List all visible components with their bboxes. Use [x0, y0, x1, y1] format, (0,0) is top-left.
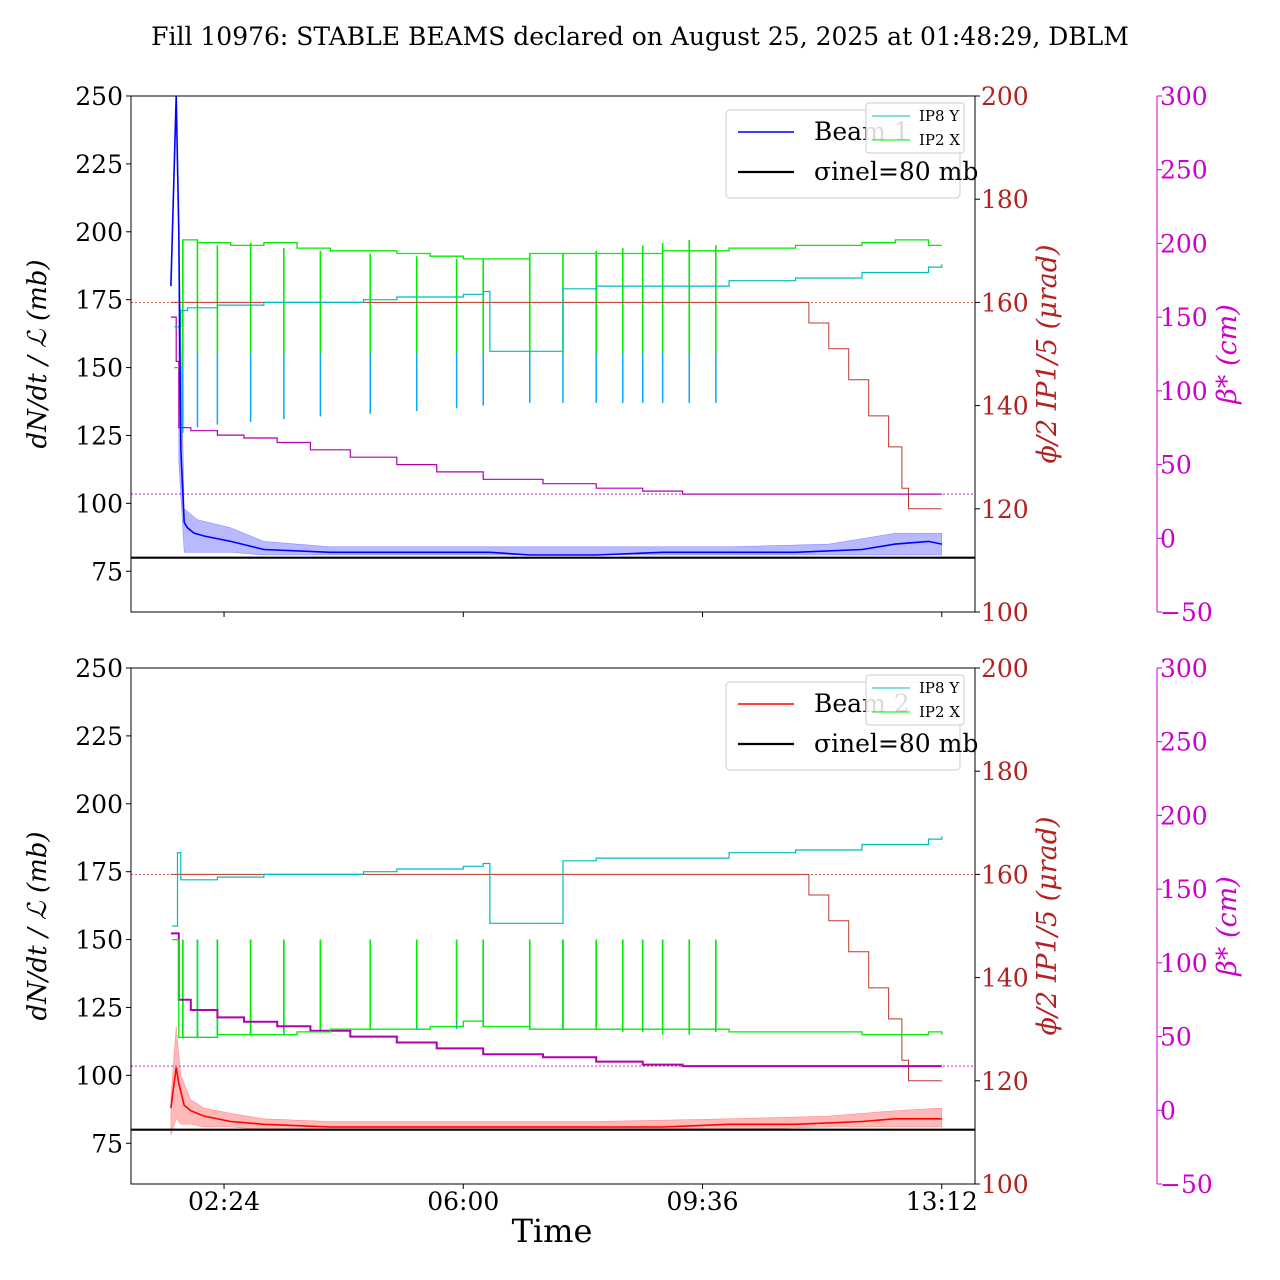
legend-small: IP8 Y IP2 X: [865, 674, 965, 726]
beam-series-line: [170, 96, 942, 556]
legend-sigma-label: σinel=80 mb: [814, 157, 978, 186]
y-tick-label: 250: [75, 82, 123, 111]
y2-axis-label: ϕ/2 IP1/5 (μrad): [1032, 244, 1063, 463]
spike-group: [182, 239, 717, 433]
y-axis-label: dN/dt / ℒ (mb): [23, 259, 53, 448]
panel-beam-2: 75 100 125 150 175 200 225 250 100 120 140 160 180 20…: [23, 654, 1243, 1216]
chart-title: Fill 10976: STABLE BEAMS declared on Aug…: [151, 22, 1129, 51]
y2-tick-label: 160: [981, 288, 1029, 317]
x-tick-label: 13:12: [906, 1187, 978, 1216]
y2-tick-label: 180: [981, 185, 1029, 214]
x-axis-label: Time: [512, 1212, 593, 1250]
y-tick-label: 150: [75, 354, 123, 383]
y3-tick-label: 300: [1160, 654, 1208, 683]
y2-tick-label: 200: [981, 82, 1029, 111]
y3-tick-label: 200: [1160, 801, 1208, 830]
y3-tick-label: 100: [1160, 377, 1208, 406]
y2-tick-label: 100: [981, 598, 1029, 627]
uncertainty-band: [170, 1026, 943, 1136]
y3-tick-label: 200: [1160, 229, 1208, 258]
y2-axis-label-text: ϕ/2 IP1/5 (μrad): [1032, 244, 1063, 463]
x-tick-label: 06:00: [427, 1187, 499, 1216]
y-tick-label: 225: [75, 150, 123, 179]
y-axis-label: dN/dt / ℒ (mb): [23, 831, 53, 1020]
y3-axis-label-text: β* (cm): [1212, 304, 1243, 404]
y3-tick-label: −50: [1160, 598, 1213, 627]
y3-tick-label: 150: [1160, 875, 1208, 904]
y-tick-label: 100: [75, 489, 123, 518]
legend-ip8-label: IP8 Y: [919, 679, 960, 697]
y-tick-label: 75: [91, 557, 123, 586]
legend-small: IP8 Y IP2 X: [865, 102, 965, 154]
y2-tick-label: 160: [981, 860, 1029, 889]
y-tick-label: 250: [75, 654, 123, 683]
y-axis-label-text: dN/dt / ℒ (mb): [23, 259, 53, 448]
plot-frame: [130, 667, 976, 1185]
y2-tick-label: 200: [981, 654, 1029, 683]
y3-tick-label: 300: [1160, 82, 1208, 111]
y3-tick-label: 50: [1160, 451, 1192, 480]
phi-series-line: [170, 301, 942, 510]
y3-axis-label: β* (cm): [1212, 876, 1243, 976]
y3-tick-label: 0: [1160, 1096, 1176, 1125]
plot-area: [131, 836, 975, 1136]
y-tick-label: 175: [75, 858, 123, 887]
legend-ip2-label: IP2 X: [919, 703, 960, 721]
beam-series-line: [170, 1067, 942, 1128]
y-tick-label: 125: [75, 421, 123, 450]
legend-ip8-label: IP8 Y: [919, 107, 960, 125]
x-tick-label: 02:24: [188, 1187, 260, 1216]
y3-tick-label: 150: [1160, 303, 1208, 332]
legend-sigma-label: σinel=80 mb: [814, 729, 978, 758]
ip8y-series-line: [174, 264, 943, 352]
y3-tick-label: −50: [1160, 1170, 1213, 1199]
y3-tick-label: 250: [1160, 156, 1208, 185]
y3-tick-label: 0: [1160, 524, 1176, 553]
panel-beam-1: 75 100 125 150 175 200 225 250 100 120 140 160 180 20…: [23, 82, 1243, 627]
y3-tick-label: 50: [1160, 1023, 1192, 1052]
y-tick-label: 100: [75, 1061, 123, 1090]
spike-group: [182, 939, 717, 1038]
beta-series-line: [170, 316, 942, 495]
y2-tick-label: 120: [981, 1067, 1029, 1096]
y-tick-label: 200: [75, 790, 123, 819]
y2-tick-label: 140: [981, 392, 1029, 421]
y-tick-label: 150: [75, 926, 123, 955]
plot-area: [131, 96, 975, 559]
plot-frame: [130, 95, 976, 613]
y2-tick-label: 180: [981, 757, 1029, 786]
y3-axis-label: β* (cm): [1212, 304, 1243, 404]
y3-axis-label-text: β* (cm): [1212, 876, 1243, 976]
y-tick-label: 200: [75, 218, 123, 247]
y2-axis-label: ϕ/2 IP1/5 (μrad): [1032, 816, 1063, 1035]
y-tick-label: 125: [75, 993, 123, 1022]
ip2x-series-line: [174, 239, 942, 369]
uncertainty-band: [178, 231, 943, 556]
y2-tick-label: 140: [981, 964, 1029, 993]
y3-tick-label: 250: [1160, 728, 1208, 757]
phi-series-line: [170, 873, 942, 1082]
legend-ip2-label: IP2 X: [919, 131, 960, 149]
y3-tick-label: 100: [1160, 949, 1208, 978]
beta-series-line: [170, 932, 942, 1068]
x-tick-label: 09:36: [667, 1187, 739, 1216]
y2-tick-label: 120: [981, 495, 1029, 524]
y-tick-label: 225: [75, 722, 123, 751]
ip2x-series-line: [172, 938, 943, 1038]
y-tick-label: 175: [75, 286, 123, 315]
y-tick-label: 75: [91, 1129, 123, 1158]
y2-axis-label-text: ϕ/2 IP1/5 (μrad): [1032, 816, 1063, 1035]
y-axis-label-text: dN/dt / ℒ (mb): [23, 831, 53, 1020]
ip8y-series-line: [172, 836, 943, 927]
y2-tick-label: 100: [981, 1170, 1029, 1199]
